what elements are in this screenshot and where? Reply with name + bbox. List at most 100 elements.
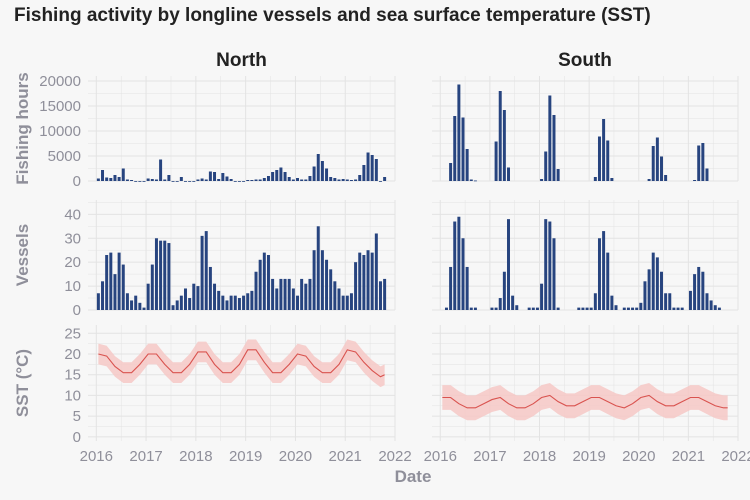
- bar: [655, 137, 659, 181]
- x-tick-label: 2018: [523, 448, 556, 465]
- bar: [660, 156, 663, 181]
- bar: [345, 295, 349, 310]
- bar: [117, 177, 121, 181]
- bar: [511, 295, 515, 310]
- facet-label-north: North: [216, 50, 267, 71]
- bar: [250, 290, 254, 310]
- bar: [237, 298, 241, 310]
- bar: [593, 293, 597, 310]
- bar: [254, 271, 258, 310]
- sst-band: [442, 383, 728, 421]
- bar: [597, 238, 601, 310]
- bar: [138, 181, 142, 182]
- bar: [96, 293, 100, 310]
- y-tick-label: 20: [64, 346, 81, 363]
- y-tick-label: 5000: [48, 148, 81, 165]
- bar: [304, 179, 308, 181]
- bar: [183, 288, 187, 310]
- bar: [262, 252, 266, 310]
- y-tick-label: 15: [64, 367, 81, 384]
- bar: [647, 269, 651, 310]
- sst-line: [442, 394, 728, 409]
- bar: [217, 179, 221, 181]
- bar: [337, 288, 341, 310]
- bar: [287, 278, 291, 310]
- bar: [626, 307, 630, 310]
- bar: [705, 293, 709, 310]
- x-tick-label: 2020: [622, 448, 655, 465]
- bar: [134, 181, 138, 182]
- bar: [378, 281, 382, 310]
- bar: [540, 283, 544, 310]
- bar: [589, 307, 593, 310]
- y-tick-label: 40: [64, 206, 81, 223]
- bar: [697, 266, 701, 310]
- bar: [221, 295, 225, 310]
- bar: [242, 181, 246, 182]
- bar: [159, 159, 163, 181]
- bar: [163, 240, 167, 310]
- bar: [130, 300, 134, 310]
- bar: [291, 179, 295, 181]
- bar: [200, 235, 204, 310]
- bar: [333, 281, 337, 310]
- bar: [651, 146, 655, 181]
- x-axis-label: Date: [395, 467, 432, 486]
- bar: [544, 151, 548, 181]
- bar: [709, 300, 713, 310]
- bar: [527, 307, 531, 310]
- bar: [150, 179, 154, 181]
- bar: [556, 307, 560, 310]
- bar: [676, 307, 680, 310]
- y-axis-label: Fishing hours: [13, 72, 32, 184]
- bar: [134, 295, 138, 310]
- bar: [449, 266, 453, 310]
- x-tick-label: 2016: [80, 448, 113, 465]
- bar: [548, 221, 552, 310]
- bar: [585, 307, 589, 310]
- bar: [548, 95, 552, 181]
- bar: [556, 169, 560, 181]
- bar: [651, 252, 655, 310]
- sst-band: [98, 339, 385, 388]
- bar: [515, 305, 519, 310]
- y-tick-label: 15000: [39, 98, 81, 115]
- bar: [242, 295, 246, 310]
- bar: [341, 295, 345, 310]
- bar: [701, 271, 705, 310]
- bar: [250, 180, 254, 181]
- bar: [320, 161, 324, 181]
- bar: [312, 166, 316, 181]
- chart-title: Fishing activity by longline vessels and…: [14, 5, 651, 26]
- bar: [208, 171, 212, 181]
- bar: [262, 178, 266, 181]
- bar: [196, 286, 200, 310]
- bar: [283, 172, 287, 181]
- bar: [266, 255, 270, 310]
- bar: [113, 274, 117, 310]
- y-tick-label: 5: [73, 408, 81, 425]
- bar: [444, 307, 448, 310]
- bar: [378, 181, 382, 182]
- bar: [146, 283, 150, 310]
- bar: [469, 179, 473, 181]
- y-tick-label: 10: [64, 278, 81, 295]
- bar: [494, 141, 498, 181]
- bar: [188, 298, 192, 310]
- facet-label-south: South: [558, 50, 612, 71]
- y-tick-label: 20000: [39, 73, 81, 90]
- bar: [196, 179, 200, 181]
- bar: [366, 152, 370, 181]
- bar: [610, 295, 614, 310]
- bar: [113, 175, 117, 181]
- bar: [296, 295, 300, 310]
- y-tick-label: 0: [73, 302, 81, 319]
- y-tick-label: 10000: [39, 123, 81, 140]
- bar: [320, 250, 324, 310]
- y-axis-label: SST (°C): [13, 349, 32, 417]
- bar: [304, 283, 308, 310]
- bar: [125, 179, 129, 181]
- bar: [461, 238, 465, 310]
- bar: [552, 115, 556, 181]
